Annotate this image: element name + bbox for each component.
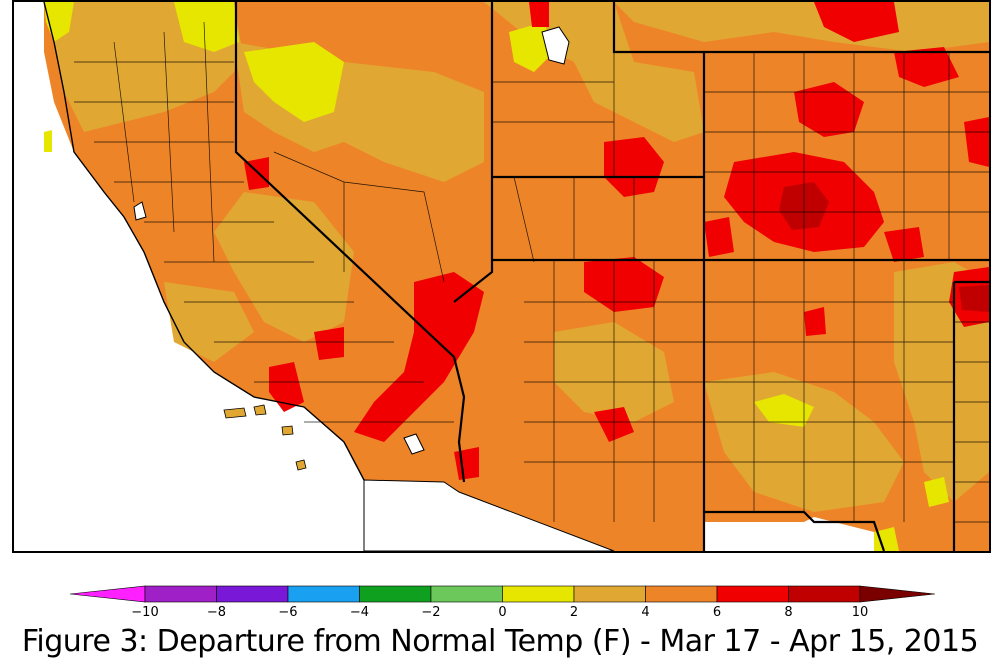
legend-bin [216, 585, 289, 603]
county-borders [74, 21, 989, 523]
legend-bin [359, 585, 432, 603]
temperature-departure-map [12, 0, 991, 553]
legend-tick-label: −4 [350, 605, 369, 620]
legend-tick-label: 2 [570, 605, 578, 620]
legend-bin [716, 585, 789, 603]
lakes [133, 26, 570, 455]
legend-tick-label: −6 [278, 605, 297, 620]
legend-above-arrow [859, 585, 936, 603]
legend-tick-label: −8 [207, 605, 226, 620]
map-canvas [43, 2, 989, 551]
legend-below-arrow [69, 585, 146, 603]
legend-tick-label: 10 [852, 605, 869, 620]
legend-tick-label: 6 [713, 605, 721, 620]
legend-bin [502, 585, 575, 603]
legend-tick-label: 0 [498, 605, 506, 620]
legend-ticks: −10 −8 −6 −4 −2 0 2 4 6 8 10 [131, 605, 868, 620]
legend-bin [788, 585, 861, 603]
legend-bin [573, 585, 646, 603]
legend-bin [430, 585, 503, 603]
legend-bin [645, 585, 718, 603]
mexico-area [363, 479, 615, 551]
channel-islands [223, 404, 307, 471]
legend-tick-label: −2 [421, 605, 440, 620]
legend-tick-label: 4 [641, 605, 649, 620]
figure-caption: Figure 3: Departure from Normal Temp (F)… [21, 624, 979, 659]
legend-tick-label: −10 [131, 605, 158, 620]
legend-bin [144, 585, 217, 603]
color-legend: −10 −8 −6 −4 −2 0 2 4 6 8 10 [69, 585, 936, 620]
legend-bars [69, 585, 936, 603]
legend-bin [287, 585, 360, 603]
coastline [43, 2, 365, 481]
legend-tick-label: 8 [784, 605, 792, 620]
